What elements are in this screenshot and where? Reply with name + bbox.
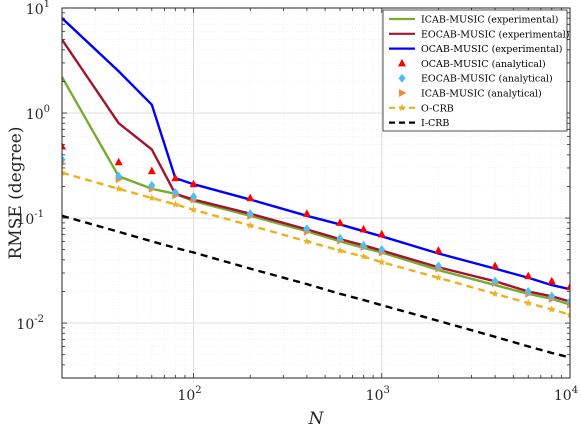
data-point-ocab-music-analytical [434, 246, 443, 254]
data-point-ocab-music-analytical [524, 271, 533, 280]
data-point-o-crb [566, 310, 570, 318]
data-point-o-crb [434, 273, 443, 282]
legend-label-eocab-music-experimental: EOCAB-MUSIC (experimental) [421, 29, 569, 40]
data-point-eocab-music-analytical [524, 286, 532, 296]
y-tick-label: 100 [26, 104, 50, 123]
data-point-o-crb [171, 200, 180, 208]
data-point-ocab-music-analytical [377, 229, 386, 238]
legend-label-ocab-music-experimental: OCAB-MUSIC (experimental) [421, 44, 563, 55]
data-point-o-crb [547, 305, 556, 313]
plot-area-frame [61, 7, 571, 379]
y-tick-label: 101 [26, 0, 50, 18]
data-point-eocab-music-analytical [303, 224, 311, 234]
legend-marker-ocab-music-analytical [398, 58, 406, 67]
legend-label-i-crb: I-CRB [421, 118, 449, 129]
legend-marker-icab-music-analytical [399, 89, 407, 97]
data-point-ocab-music-analytical [359, 224, 368, 233]
series-eocab-music-analytical [62, 155, 570, 307]
legend-box [382, 9, 568, 132]
series-i-crb [62, 214, 570, 359]
data-point-o-crb [246, 221, 255, 229]
x-tick-label: 104 [554, 385, 578, 404]
data-point-o-crb [303, 237, 311, 245]
data-point-o-crb [148, 194, 156, 202]
data-point-eocab-music-analytical [62, 155, 66, 165]
series-ocab-music-analytical [62, 142, 570, 291]
data-point-o-crb [62, 168, 66, 176]
data-point-eocab-music-analytical [360, 240, 368, 250]
data-point-eocab-music-analytical [115, 171, 123, 181]
data-point-ocab-music-analytical [147, 166, 156, 175]
data-point-ocab-music-analytical [189, 179, 198, 188]
x-tick-label: 102 [177, 385, 201, 404]
y-axis-title: RMSE (degree) [6, 126, 26, 259]
data-point-ocab-music-analytical [246, 193, 255, 202]
data-point-ocab-music-analytical [62, 142, 66, 150]
legend-label-o-crb: O-CRB [421, 103, 454, 114]
data-point-o-crb [359, 252, 368, 260]
data-point-eocab-music-analytical [434, 261, 442, 271]
series-layer [62, 17, 570, 359]
data-point-ocab-music-analytical [491, 261, 500, 269]
data-point-eocab-music-analytical [378, 245, 386, 255]
legend-label-ocab-music-analytical: OCAB-MUSIC (analytical) [421, 59, 546, 70]
legend-label-eocab-music-analytical: EOCAB-MUSIC (analytical) [421, 74, 553, 85]
legend: ICAB-MUSIC (experimental) EOCAB-MUSIC (ex… [382, 9, 569, 132]
tick-labels: 102 103 104 10-2 10-1 100 101 [16, 0, 578, 404]
data-point-o-crb [189, 205, 198, 213]
y-tick-label: 10-2 [16, 314, 44, 333]
data-point-o-crb [336, 246, 344, 254]
data-point-eocab-music-analytical [246, 209, 254, 219]
data-point-ocab-music-analytical [566, 282, 570, 291]
x-axis-title: N [308, 409, 325, 429]
data-point-ocab-music-analytical [171, 173, 180, 182]
data-point-eocab-music-analytical [491, 276, 499, 286]
data-point-eocab-music-analytical [336, 233, 344, 243]
data-point-eocab-music-analytical [566, 297, 570, 307]
legend-label-icab-music-experimental: ICAB-MUSIC (experimental) [421, 15, 558, 26]
data-point-ocab-music-analytical [302, 209, 311, 217]
data-point-eocab-music-analytical [171, 188, 179, 198]
series-line-i-crb [62, 214, 570, 359]
data-point-o-crb [491, 289, 499, 298]
legend-label-icab-music-analytical: ICAB-MUSIC (analytical) [421, 89, 542, 100]
data-point-eocab-music-analytical [190, 192, 198, 202]
data-point-ocab-music-analytical [114, 157, 123, 166]
data-point-eocab-music-analytical [148, 180, 156, 190]
x-tick-label: 103 [366, 385, 390, 404]
data-point-eocab-music-analytical [548, 291, 556, 301]
series-o-crb [62, 168, 570, 318]
y-tick-label: 10-1 [16, 209, 44, 228]
legend-marker-eocab-music-analytical [398, 73, 406, 83]
data-point-o-crb [524, 299, 533, 307]
legend-marker-o-crb [398, 103, 406, 112]
data-point-ocab-music-analytical [336, 218, 345, 226]
data-point-ocab-music-analytical [547, 276, 556, 285]
data-point-o-crb [114, 184, 123, 193]
data-point-o-crb [377, 258, 386, 266]
